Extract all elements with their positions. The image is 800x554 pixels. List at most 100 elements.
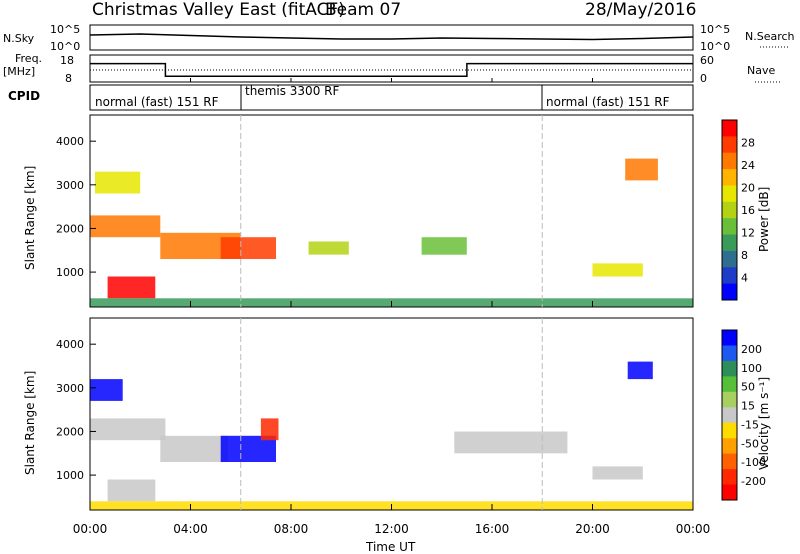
colorbar-frame: [721, 119, 738, 301]
power-yticks: 1000 2000 3000 4000: [56, 135, 96, 279]
y-tick-label: 2000: [56, 222, 84, 235]
freq-line: [90, 62, 693, 77]
freq-label-line2: [MHz]: [3, 65, 35, 78]
scatter-region: [90, 215, 161, 238]
scatter-region: [421, 237, 467, 255]
nsky-line: [89, 33, 694, 41]
colorbar-swatch: [722, 234, 737, 252]
colorbar-swatch: [722, 484, 737, 501]
y-tick-label: 3000: [56, 382, 84, 395]
velocity-ylabel: Slant Range [km]: [23, 371, 37, 475]
colorbar-swatch: [722, 267, 737, 285]
x-tick-label: 20:00: [575, 522, 610, 536]
nsky-label: N.Sky: [3, 32, 35, 45]
x-tick-label: 04:00: [173, 522, 208, 536]
scatter-region: [107, 479, 156, 502]
colorbar-swatch: [722, 438, 737, 455]
scatter-region: [454, 431, 568, 454]
colorbar-swatch: [722, 376, 737, 393]
nsky-tick-top: 10^5: [50, 23, 80, 36]
colorbar-tick-label: 200: [741, 343, 762, 356]
colorbar-tick-label: 15: [741, 400, 755, 413]
nsearch-tick-top: 10^5: [700, 23, 730, 36]
nsky-trace: [89, 33, 694, 41]
colorbar-swatch: [722, 136, 737, 154]
freq-tick-top: 18: [60, 54, 74, 67]
x-tick-label: 08:00: [274, 522, 309, 536]
cpid-segment-2: themis 3300 RF: [245, 84, 339, 98]
scatter-region: [592, 466, 643, 480]
nave-tick-bottom: 0: [700, 72, 707, 85]
nave-tick-top: 60: [700, 54, 714, 67]
power-panel: [89, 114, 694, 308]
freq-panel-frame: [89, 54, 694, 83]
power-ylabel: Slant Range [km]: [23, 166, 37, 270]
cpid-segment-3: normal (fast) 151 RF: [546, 95, 670, 109]
cpid-segment-1: normal (fast) 151 RF: [95, 95, 219, 109]
velocity-panel-frame: [89, 317, 694, 511]
colorbar-swatch: [722, 152, 737, 170]
x-tick-label: 00:00: [73, 522, 108, 536]
velocity-cells: [90, 361, 693, 510]
scatter-region: [625, 158, 658, 181]
y-tick-label: 2000: [56, 425, 84, 438]
colorbar-swatch: [722, 360, 737, 377]
x-tick-label: 00:00: [676, 522, 711, 536]
velocity-panel: [89, 317, 694, 511]
nsky-panel-frame: [89, 24, 694, 51]
x-axis-label: Time UT: [365, 540, 416, 554]
colorbar-swatch: [722, 407, 737, 424]
power-cells: [90, 158, 693, 307]
colorbar-tick-label: 20: [741, 182, 755, 195]
velocity-colorbar: 200 100 50 15 -15 -50 -100 -200: [721, 329, 766, 501]
scatter-region: [107, 276, 156, 299]
colorbar-tick-label: -200: [741, 475, 766, 488]
scatter-region: [308, 241, 349, 255]
y-tick-label: 1000: [56, 266, 84, 279]
colorbar-swatch: [722, 283, 737, 301]
colorbar-swatch: [722, 422, 737, 439]
colorbar-tick-label: 8: [741, 249, 748, 262]
y-tick-label: 3000: [56, 179, 84, 192]
cpid-label: CPID: [8, 89, 40, 103]
nsky-tick-bottom: 10^0: [50, 40, 80, 53]
colorbar-tick-label: 50: [741, 381, 755, 394]
scatter-region: [90, 418, 166, 441]
scatter-region: [95, 171, 141, 194]
colorbar-swatch: [722, 250, 737, 268]
colorbar-swatch: [722, 453, 737, 470]
power-colorbar-label: Power [dB]: [757, 187, 771, 252]
nsearch-label: N.Search: [745, 30, 795, 43]
nave-label: Nave: [747, 64, 775, 77]
station-title: Christmas Valley East (fitACF): [92, 0, 345, 20]
colorbar-swatch: [722, 330, 737, 346]
colorbar-swatch: [722, 469, 737, 486]
power-panel-frame: [89, 114, 694, 308]
scatter-region: [220, 237, 276, 259]
colorbar-tick-label: 12: [741, 227, 755, 240]
velocity-yticks: 1000 2000 3000 4000: [56, 338, 96, 482]
cpid-panel-frame: [89, 84, 694, 111]
colorbar-tick-label: 24: [741, 159, 755, 172]
scatter-region: [260, 418, 279, 441]
colorbar-swatch: [722, 391, 737, 408]
date-title: 28/May/2016: [585, 0, 697, 20]
y-tick-label: 4000: [56, 338, 84, 351]
colorbar-tick-label: 16: [741, 204, 755, 217]
colorbar-swatch: [722, 185, 737, 203]
freq-trace: [90, 62, 693, 77]
colorbar-tick-label: -100: [741, 456, 766, 469]
power-colorbar: 28 24 20 16 12 8 4: [721, 119, 755, 301]
colorbar-tick-label: 4: [741, 272, 748, 285]
colorbar-tick-label: -50: [741, 437, 759, 450]
x-axis-ticks: 00:00 04:00 08:00 12:00 16:00 20:00 00:00: [73, 78, 711, 536]
scatter-region: [592, 263, 643, 277]
nsearch-tick-bottom: 10^0: [700, 40, 730, 53]
scatter-region: [160, 435, 229, 462]
y-tick-label: 4000: [56, 135, 84, 148]
colorbar-swatch: [722, 218, 737, 236]
y-tick-label: 1000: [56, 469, 84, 482]
scatter-region: [627, 361, 653, 380]
colorbar-tick-label: 28: [741, 137, 755, 150]
